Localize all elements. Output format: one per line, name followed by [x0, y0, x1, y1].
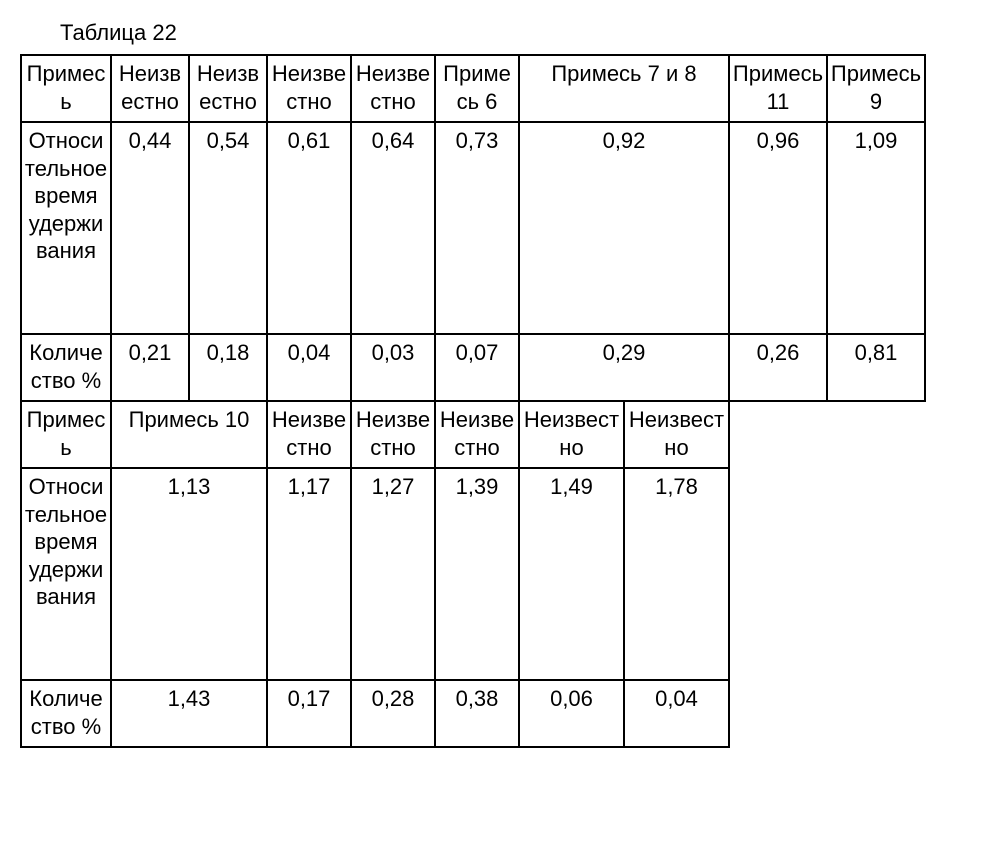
cell-value: 0,38: [435, 680, 519, 747]
col-header: Неизвестно: [519, 401, 624, 468]
cell-value: 1,39: [435, 468, 519, 680]
cell-value: 1,13: [111, 468, 267, 680]
row-label-qty: Количество %: [21, 680, 111, 747]
col-header: Неизвестно: [267, 55, 351, 122]
col-header: Примесь 7 и 8: [519, 55, 729, 122]
cell-value: 0,21: [111, 334, 189, 401]
col-header: Примесь 10: [111, 401, 267, 468]
cell-value: 0,18: [189, 334, 267, 401]
row-label-rrt: Относительное время удерживания: [21, 122, 111, 334]
col-header: Неизвестно: [435, 401, 519, 468]
col-header: Неизвестно: [267, 401, 351, 468]
col-header: Неизвестно: [624, 401, 729, 468]
cell-value: 1,17: [267, 468, 351, 680]
table-row: Количество % 1,43 0,17 0,28 0,38 0,06 0,…: [21, 680, 925, 747]
col-header: Примесь: [21, 55, 111, 122]
data-table: Примесь Неизвестно Неизвестно Неизвестно…: [20, 54, 926, 748]
row-label-qty: Количество %: [21, 334, 111, 401]
table-caption: Таблица 22: [60, 20, 980, 46]
cell-value: 0,04: [624, 680, 729, 747]
cell-value: 0,04: [267, 334, 351, 401]
col-header: Неизвестно: [189, 55, 267, 122]
cell-value: 0,03: [351, 334, 435, 401]
cell-value: 1,49: [519, 468, 624, 680]
cell-value: 0,44: [111, 122, 189, 334]
table-row: Относительное время удерживания 0,44 0,5…: [21, 122, 925, 334]
cell-value: 0,73: [435, 122, 519, 334]
cell-value: 1,43: [111, 680, 267, 747]
cell-value: 0,28: [351, 680, 435, 747]
cell-value: 0,92: [519, 122, 729, 334]
col-header: Неизвестно: [351, 55, 435, 122]
col-header: Неизвестно: [111, 55, 189, 122]
row-label-rrt: Относительное время удерживания: [21, 468, 111, 680]
col-header: Неизвестно: [351, 401, 435, 468]
cell-value: 1,27: [351, 468, 435, 680]
cell-value: 0,29: [519, 334, 729, 401]
table-row: Примесь Неизвестно Неизвестно Неизвестно…: [21, 55, 925, 122]
table-row: Примесь Примесь 10 Неизвестно Неизвестно…: [21, 401, 925, 468]
cell-value: 0,17: [267, 680, 351, 747]
cell-value: 0,06: [519, 680, 624, 747]
cell-value: 0,07: [435, 334, 519, 401]
cell-value: 0,54: [189, 122, 267, 334]
table-row: Относительное время удерживания 1,13 1,1…: [21, 468, 925, 680]
table-row: Количество % 0,21 0,18 0,04 0,03 0,07 0,…: [21, 334, 925, 401]
cell-value: 1,09: [827, 122, 925, 334]
cell-value: 0,64: [351, 122, 435, 334]
col-header: Примесь 9: [827, 55, 925, 122]
cell-value: 0,81: [827, 334, 925, 401]
col-header: Примесь 6: [435, 55, 519, 122]
cell-value: 0,96: [729, 122, 827, 334]
col-header: Примесь: [21, 401, 111, 468]
cell-value: 0,61: [267, 122, 351, 334]
cell-value: 0,26: [729, 334, 827, 401]
col-header: Примесь 11: [729, 55, 827, 122]
cell-value: 1,78: [624, 468, 729, 680]
